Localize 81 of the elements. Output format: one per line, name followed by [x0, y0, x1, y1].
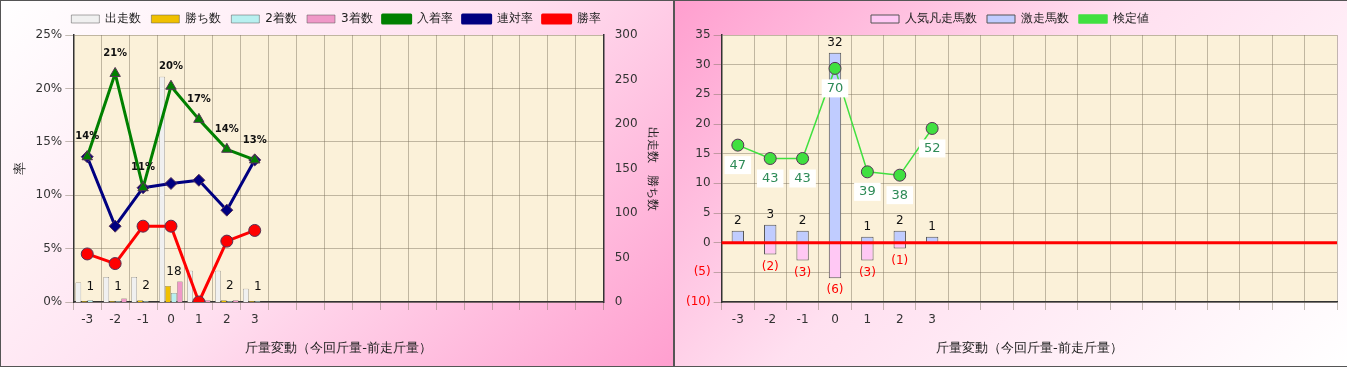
data-label: 3 — [766, 206, 775, 221]
legend-label: 2着数 — [265, 11, 298, 26]
legend-label: 人気凡走馬数 — [905, 11, 977, 26]
x-tick-label: 0 — [831, 312, 839, 327]
data-label: 14% — [214, 122, 239, 134]
y-tick-label: 5% — [43, 240, 63, 255]
data-label: (6) — [826, 282, 844, 297]
legend-label: 入着率 — [416, 11, 453, 26]
y-tick-label: 0% — [43, 294, 63, 309]
data-label: 52 — [923, 139, 941, 155]
y-tick-label: 20% — [35, 80, 63, 95]
x-tick-label: -3 — [81, 312, 94, 327]
y-tick-label: (10) — [685, 294, 711, 309]
x-tick-label: -1 — [137, 312, 150, 327]
data-label: 39 — [859, 183, 876, 199]
data-label: 2 — [226, 278, 234, 293]
data-label: 18 — [166, 264, 182, 279]
y-tick-label: 0 — [702, 234, 711, 249]
x-tick-label: 0 — [167, 312, 175, 327]
data-label: 70 — [826, 79, 844, 95]
data-label: (3) — [858, 264, 876, 279]
y2-tick-label: 50 — [614, 249, 630, 264]
x-tick-label: 1 — [195, 312, 203, 327]
y2-tick-label: 250 — [614, 71, 638, 86]
x-tick-label: 3 — [928, 312, 936, 327]
x-tick-label: -2 — [109, 312, 122, 327]
y2-tick-label: 150 — [614, 160, 638, 175]
data-label: 1 — [928, 218, 936, 233]
data-label: 2 — [798, 212, 807, 227]
y2-tick-label: 200 — [614, 116, 638, 131]
x-axis-title: 斤量変動（今回斤量-前走斤量） — [245, 339, 432, 355]
y-tick-label: 35 — [695, 27, 711, 42]
data-label: 1 — [86, 279, 95, 294]
y-tick-label: 5 — [702, 205, 711, 220]
y-tick-label: 25% — [35, 27, 63, 42]
data-label: 1 — [114, 279, 122, 294]
data-label: 17% — [186, 92, 211, 104]
data-label: 2 — [142, 278, 150, 293]
x-tick-label: -1 — [796, 312, 809, 327]
y2-tick-label: 300 — [614, 27, 638, 42]
legend-label: 3着数 — [341, 11, 373, 26]
y-tick-label: 20 — [695, 116, 711, 131]
data-label: 21% — [103, 47, 128, 59]
legend-label: 出走数 — [105, 11, 142, 26]
legend-label: 勝率 — [576, 11, 601, 26]
data-label: 38 — [891, 186, 909, 202]
y2-tick-label: 100 — [614, 205, 638, 220]
y-tick-label: 30 — [695, 56, 711, 71]
data-label: 1 — [863, 218, 872, 233]
y-axis-title: 率 — [12, 162, 28, 175]
y-tick-label: 10% — [35, 187, 63, 202]
data-label: (3) — [794, 264, 812, 279]
data-label: 2 — [734, 212, 742, 227]
y-tick-label: 25 — [695, 86, 711, 101]
legend-label: 連対率 — [496, 11, 533, 26]
x-tick-label: -3 — [731, 312, 744, 327]
legend-label: 検定値 — [1113, 11, 1149, 26]
data-label: 20% — [159, 59, 183, 71]
y2-tick-label: 0 — [614, 294, 623, 309]
x-tick-label: 3 — [250, 312, 259, 327]
y-tick-label: 15 — [695, 145, 711, 160]
data-label: 43 — [794, 169, 811, 185]
data-label: 32 — [827, 34, 843, 49]
data-label: 2 — [895, 212, 904, 227]
x-tick-label: -2 — [764, 312, 777, 327]
y2-axis-title: 出走数 勝ち数 — [645, 126, 660, 211]
data-label: (2) — [761, 258, 779, 273]
x-tick-label: 1 — [863, 312, 872, 327]
y-tick-label: (5) — [693, 264, 711, 279]
legend-label: 激走馬数 — [1021, 11, 1069, 26]
x-tick-label: 2 — [223, 312, 231, 327]
y-tick-label: 10 — [695, 175, 711, 190]
legend-label: 勝ち数 — [185, 11, 222, 26]
x-tick-label: 2 — [895, 312, 904, 327]
data-label: 43 — [761, 169, 779, 185]
data-label: 47 — [729, 156, 747, 172]
x-axis-title: 斤量変動（今回斤量-前走斤量） — [935, 339, 1123, 355]
data-label: 1 — [253, 279, 262, 294]
data-label: 13% — [242, 133, 267, 145]
y-tick-label: 15% — [35, 133, 63, 148]
data-label: (1) — [891, 252, 909, 267]
